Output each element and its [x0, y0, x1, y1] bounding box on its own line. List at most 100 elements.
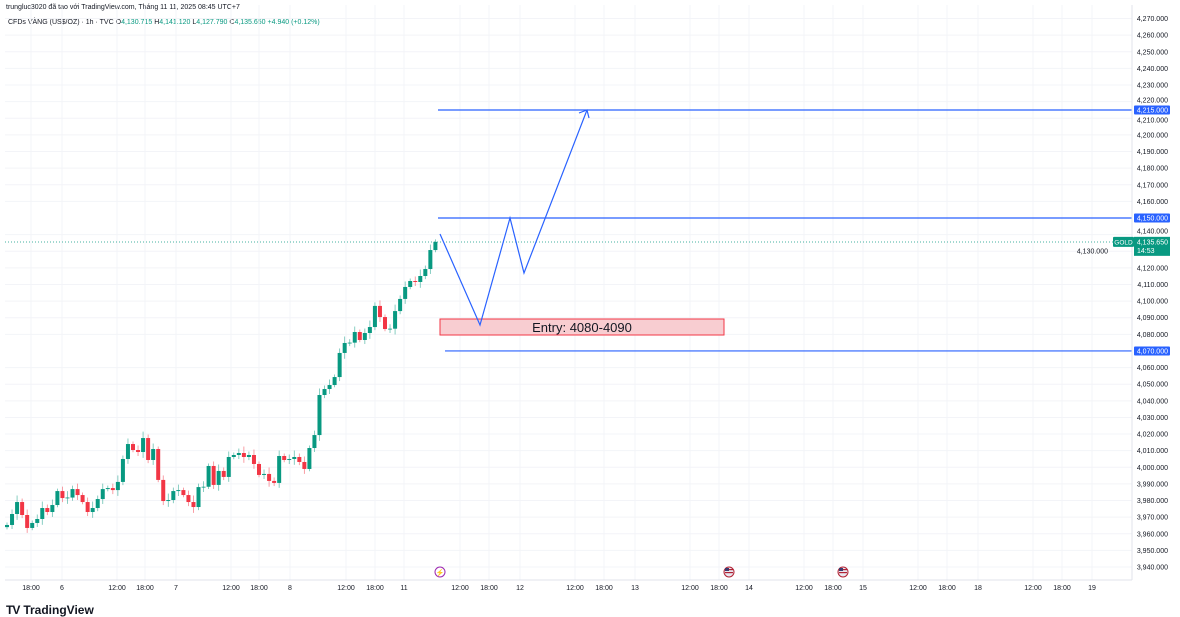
us-flag-event-icon[interactable]: [837, 566, 849, 578]
time-tick-label: 12:00: [222, 585, 240, 592]
candle: [75, 483, 80, 500]
close-value: 4,135.650: [234, 19, 266, 26]
candle-body: [221, 470, 226, 477]
candle-body: [322, 389, 327, 396]
time-tick-label: 12:00: [795, 585, 813, 592]
price-tick-label: 4,030.000: [1137, 415, 1168, 422]
tradingview-logo[interactable]: TV TradingView: [6, 603, 94, 617]
candle: [231, 452, 236, 460]
time-axis[interactable]: 18:00 6 12:00 18:00 7 12:00 18:00 8 12:00 18:00 11…: [22, 585, 1096, 592]
price-tick-label: 4,100.000: [1137, 299, 1168, 306]
candle-body: [105, 488, 110, 490]
last-price-tag: [1134, 236, 1170, 256]
candle-body: [231, 455, 236, 457]
candles: [5, 239, 438, 533]
candle: [377, 300, 382, 322]
entry-zone[interactable]: Entry: 4080-4090: [439, 318, 725, 336]
candle-body: [312, 435, 317, 449]
candle: [206, 463, 211, 489]
projection-path[interactable]: [439, 109, 588, 327]
price-tick-label: 4,020.000: [1137, 432, 1168, 439]
candle-body: [176, 490, 181, 492]
candle: [413, 276, 418, 287]
candle-body: [60, 491, 65, 499]
time-tick-label: 18:00: [366, 585, 384, 592]
candle-body: [35, 518, 40, 523]
candle-body: [377, 305, 382, 318]
candle-body: [332, 377, 337, 386]
price-tick-label: 4,010.000: [1137, 448, 1168, 455]
entry-box[interactable]: [439, 318, 725, 336]
price-axis[interactable]: 4,270.000 4,260.000 4,250.000 4,240.000 4,23…: [1077, 16, 1168, 571]
candle-body: [267, 473, 272, 481]
candle: [272, 477, 277, 487]
candle-body: [156, 449, 161, 480]
candle: [327, 379, 332, 394]
candle-body: [161, 479, 166, 502]
candle-body: [428, 250, 433, 270]
candle: [35, 514, 40, 528]
svg-text:⚡: ⚡: [436, 568, 445, 577]
candle: [388, 324, 393, 334]
candle-body: [50, 505, 55, 513]
candle: [428, 244, 433, 274]
candle: [297, 453, 302, 466]
candle-body: [257, 463, 261, 475]
symbol-info[interactable]: CFDs VÀNG (US$/OZ) · 1h · TVC: [8, 19, 114, 26]
time-tick-label: 18:00: [710, 585, 728, 592]
candle: [191, 495, 196, 513]
time-tick-label: 12:00: [681, 585, 699, 592]
candle-body: [25, 514, 30, 528]
time-tick-label: 8: [288, 585, 292, 592]
candle: [5, 522, 9, 530]
price-tick-label: 3,990.000: [1137, 481, 1168, 488]
time-tick-label: 12:00: [451, 585, 469, 592]
candle-body: [15, 502, 20, 515]
candle: [241, 446, 246, 463]
candle-body: [120, 458, 125, 482]
candle-body: [433, 241, 438, 251]
time-tick-label: 14: [745, 585, 753, 592]
event-lightning-icon[interactable]: ⚡: [434, 566, 446, 578]
candle-body: [131, 444, 135, 451]
candle-body: [90, 508, 95, 513]
candle-body: [10, 514, 15, 525]
candle: [90, 501, 95, 518]
us-flag-event-icon[interactable]: [723, 566, 735, 578]
horizontal-levels: [438, 109, 1132, 352]
candle: [403, 281, 408, 304]
candle-body: [211, 465, 216, 485]
bar-countdown: 14:53: [1137, 248, 1155, 255]
candle: [282, 453, 287, 463]
symbol-tag: [1113, 236, 1134, 247]
level-price-label: 4,215.000: [1137, 107, 1168, 114]
candle: [95, 495, 100, 512]
candle: [352, 326, 357, 348]
time-tick-label: 12:00: [909, 585, 927, 592]
time-tick-label: 12:00: [1024, 585, 1042, 592]
candle: [10, 509, 15, 530]
time-tick-label: 7: [174, 585, 178, 592]
candle: [131, 441, 135, 453]
candle: [332, 374, 337, 388]
ohlc-legend: CFDs VÀNG (US$/OZ) · 1h · TVC O4,130.715…: [8, 19, 320, 26]
candle: [347, 339, 352, 347]
level-price-tag: [1134, 346, 1170, 356]
candle: [141, 431, 146, 458]
candle: [342, 336, 347, 359]
candle-body: [367, 327, 372, 334]
candle-body: [181, 490, 186, 496]
candle: [50, 499, 55, 517]
candle-body: [292, 456, 297, 459]
time-tick-label: 12: [516, 585, 524, 592]
candle-body: [5, 524, 9, 528]
candle: [201, 481, 206, 493]
candle-body: [423, 269, 428, 277]
tradingview-logo-icon: TV: [6, 603, 20, 617]
price-tick-label: 4,050.000: [1137, 382, 1168, 389]
time-tick-label: 6: [60, 585, 64, 592]
candle: [408, 278, 413, 290]
candle: [176, 484, 181, 497]
candle: [262, 469, 267, 479]
